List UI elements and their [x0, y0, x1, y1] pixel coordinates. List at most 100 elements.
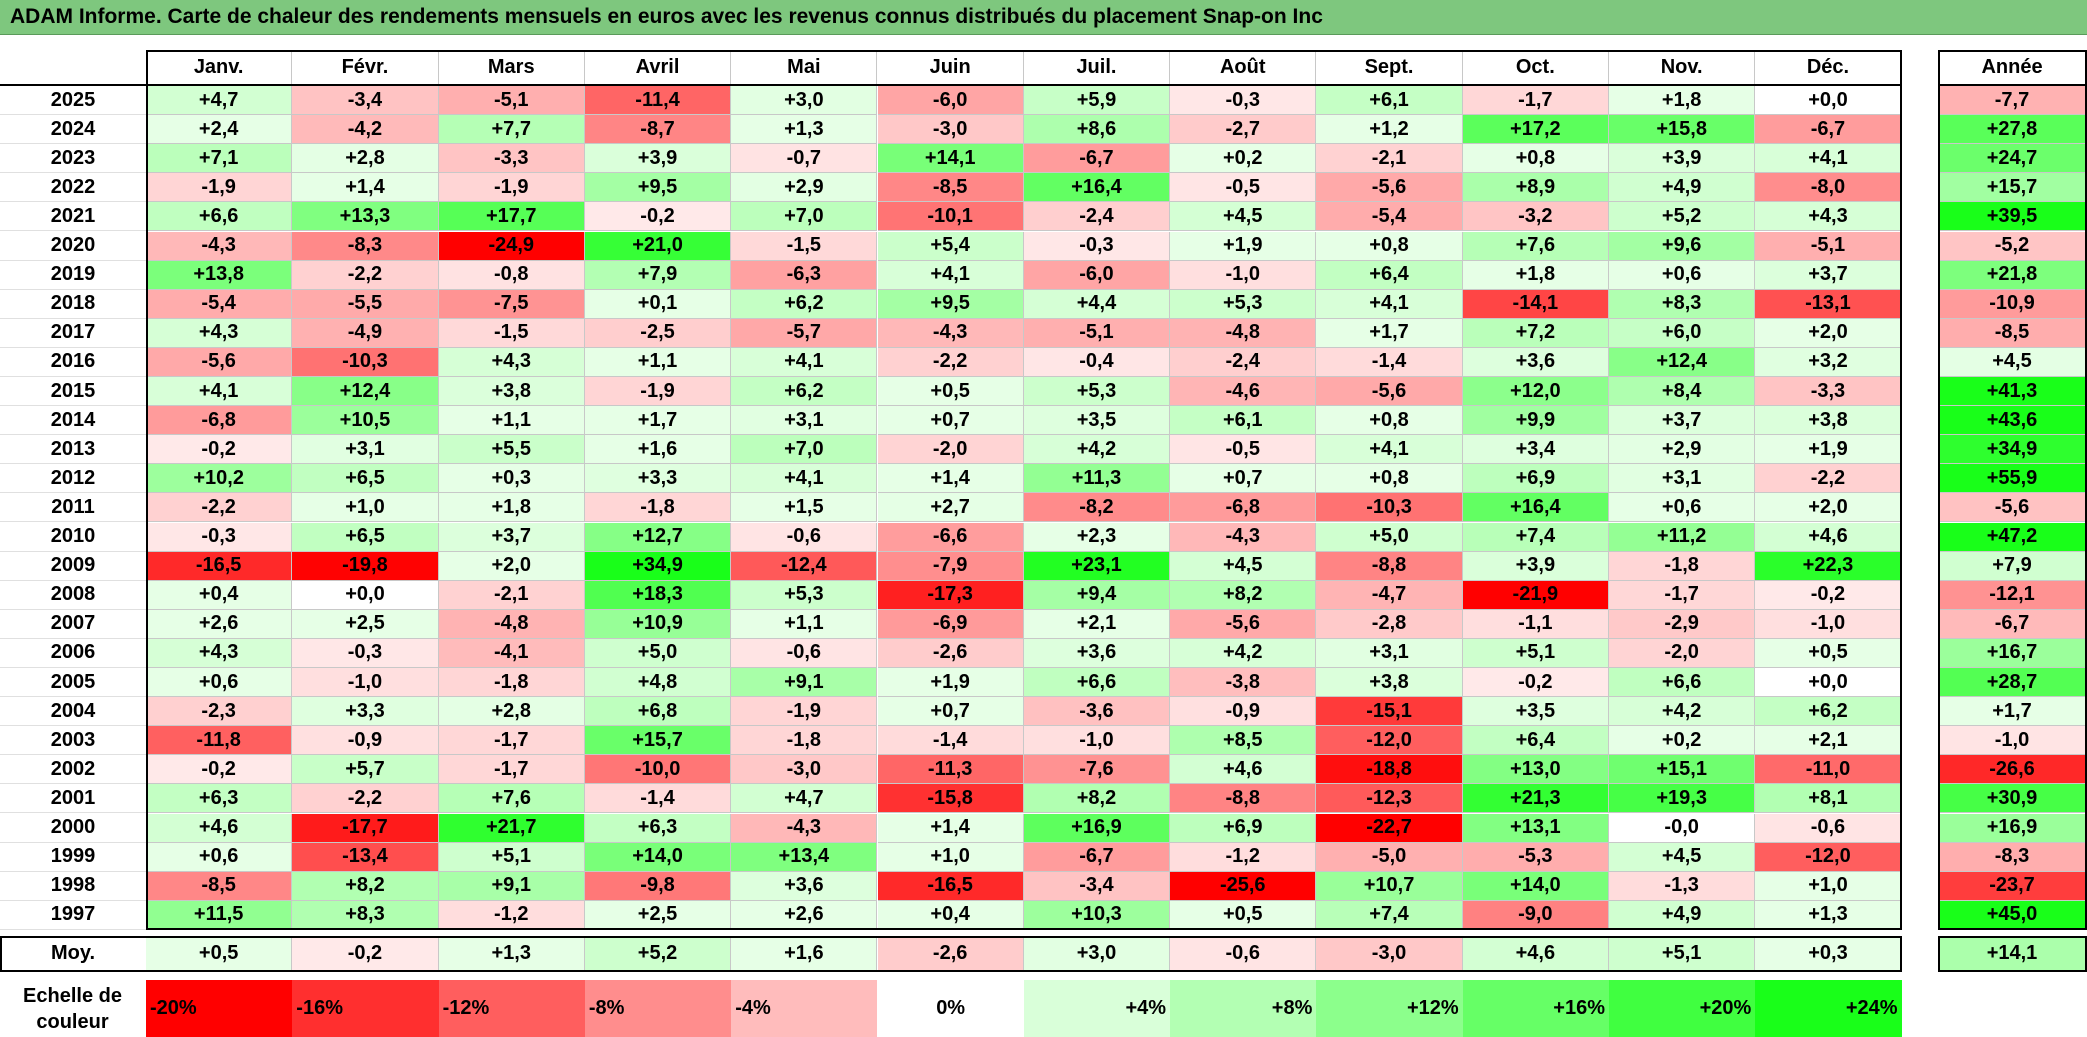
heatmap-cell: +14,1 [877, 144, 1024, 174]
heatmap-cell: +34,9 [584, 551, 732, 581]
heatmap-cell: -4,8 [438, 609, 585, 639]
color-scale-stop: +4% [1023, 980, 1171, 1037]
heatmap-cell: -6,7 [1023, 842, 1171, 872]
heatmap-cell: -6,6 [877, 522, 1024, 552]
heatmap-cell: -5,4 [146, 289, 293, 319]
heatmap-cell: -2,2 [146, 493, 293, 523]
heatmap-cell: +6,3 [146, 784, 293, 814]
heatmap-cell: +0,6 [146, 842, 293, 872]
heatmap-cell: -1,8 [584, 493, 732, 523]
heatmap-cell: -0,2 [146, 435, 293, 465]
heatmap-cell: +9,9 [1462, 406, 1609, 436]
heatmap-cell: +3,7 [1609, 406, 1756, 436]
heatmap-cell: +4,3 [1755, 202, 1902, 232]
year-label: 2015 [0, 377, 146, 407]
annual-cell: -12,1 [1938, 580, 2087, 610]
month-header: Janv. [146, 50, 293, 84]
heatmap-cell: -1,9 [731, 697, 878, 727]
heatmap-cell: +4,8 [584, 668, 732, 698]
heatmap-cell: -3,6 [1023, 697, 1171, 727]
heatmap-cell: +4,5 [1609, 842, 1756, 872]
heatmap-cell: +3,2 [1755, 347, 1902, 377]
heatmap-cell: +9,4 [1023, 580, 1171, 610]
average-cell: +5,2 [584, 935, 732, 972]
heatmap-cell: +3,8 [1755, 406, 1902, 436]
year-label: 2009 [0, 551, 146, 581]
heatmap-cell: +1,5 [731, 493, 878, 523]
heatmap-cell: +7,6 [1462, 231, 1609, 261]
heatmap-cell: +2,9 [731, 173, 878, 203]
heatmap-cell: +3,9 [1609, 144, 1756, 174]
month-header: Avril [584, 50, 732, 84]
heatmap-cell: -18,8 [1316, 755, 1463, 785]
heatmap-cell: +6,2 [1755, 697, 1902, 727]
year-label: 2002 [0, 755, 146, 785]
heatmap-cell: -8,5 [877, 173, 1024, 203]
chart-title: ADAM Informe. Carte de chaleur des rende… [10, 5, 1323, 28]
heatmap-cell: +1,3 [731, 115, 878, 145]
heatmap-cell: +6,4 [1316, 260, 1463, 290]
heatmap-cell: -1,7 [438, 726, 585, 756]
heatmap-cell: +6,2 [731, 377, 878, 407]
heatmap-cell: -6,8 [1170, 493, 1317, 523]
heatmap-cell: -4,3 [731, 813, 878, 843]
year-label: 2024 [0, 115, 146, 145]
annual-header: Année [1938, 50, 2087, 84]
heatmap-cell: -10,1 [877, 202, 1024, 232]
average-cell: -2,6 [877, 935, 1024, 972]
heatmap-cell: +6,8 [584, 697, 732, 727]
annual-cell: +41,3 [1938, 377, 2087, 407]
heatmap-cell: +2,6 [731, 900, 878, 930]
heatmap-cell: -10,3 [292, 347, 439, 377]
heatmap-cell: -0,7 [731, 144, 878, 174]
heatmap-cell: +10,9 [584, 609, 732, 639]
heatmap-cell: +8,5 [1170, 726, 1317, 756]
color-scale-stop: +12% [1316, 980, 1463, 1037]
heatmap-cell: +3,3 [292, 697, 439, 727]
heatmap-cell: +6,6 [1609, 668, 1756, 698]
annual-cell: +4,5 [1938, 347, 2087, 377]
heatmap-cell: +12,0 [1462, 377, 1609, 407]
heatmap-cell: -3,4 [1023, 871, 1171, 901]
heatmap-cell: +3,7 [1755, 260, 1902, 290]
heatmap-cell: -1,8 [731, 726, 878, 756]
annual-cell: +16,9 [1938, 813, 2087, 843]
month-header: Mars [438, 50, 585, 84]
heatmap-cell: -2,2 [1755, 464, 1902, 494]
heatmap-cell: +5,1 [1462, 638, 1609, 668]
heatmap-cell: +1,9 [1170, 231, 1317, 261]
annual-cell: -1,0 [1938, 726, 2087, 756]
heatmap-cell: +0,0 [1755, 86, 1902, 116]
heatmap-cell: -0,4 [1023, 347, 1171, 377]
heatmap-cell: +13,8 [146, 260, 293, 290]
heatmap-cell: -0,8 [438, 260, 585, 290]
heatmap-cell: +0,6 [146, 668, 293, 698]
title-bar: ADAM Informe. Carte de chaleur des rende… [0, 0, 2087, 35]
heatmap-cell: -0,5 [1170, 173, 1317, 203]
heatmap-cell: +5,0 [1316, 522, 1463, 552]
heatmap-cell: -1,0 [1755, 609, 1902, 639]
heatmap-cell: +2,8 [438, 697, 585, 727]
heatmap-cell: +12,7 [584, 522, 732, 552]
heatmap-cell: +15,8 [1609, 115, 1756, 145]
heatmap-cell: +2,8 [292, 144, 439, 174]
heatmap-cell: -2,2 [292, 260, 439, 290]
heatmap-cell: -11,4 [584, 86, 732, 116]
heatmap-cell: +3,6 [731, 871, 878, 901]
heatmap-cell: +1,2 [1316, 115, 1463, 145]
heatmap-cell: +5,9 [1023, 86, 1171, 116]
heatmap-cell: -8,8 [1316, 551, 1463, 581]
heatmap-cell: +1,4 [292, 173, 439, 203]
heatmap-cell: -6,8 [146, 406, 293, 436]
heatmap-cell: +3,8 [438, 377, 585, 407]
heatmap-cell: +12,4 [292, 377, 439, 407]
heatmap-cell: +6,9 [1462, 464, 1609, 494]
heatmap-cell: -16,5 [146, 551, 293, 581]
year-label: 2019 [0, 260, 146, 290]
year-label: 2000 [0, 813, 146, 843]
heatmap-cell: +7,6 [438, 784, 585, 814]
heatmap-cell: -1,7 [1609, 580, 1756, 610]
heatmap-cell: +7,4 [1462, 522, 1609, 552]
heatmap-cell: -1,0 [1023, 726, 1171, 756]
heatmap-cell: +7,7 [438, 115, 585, 145]
